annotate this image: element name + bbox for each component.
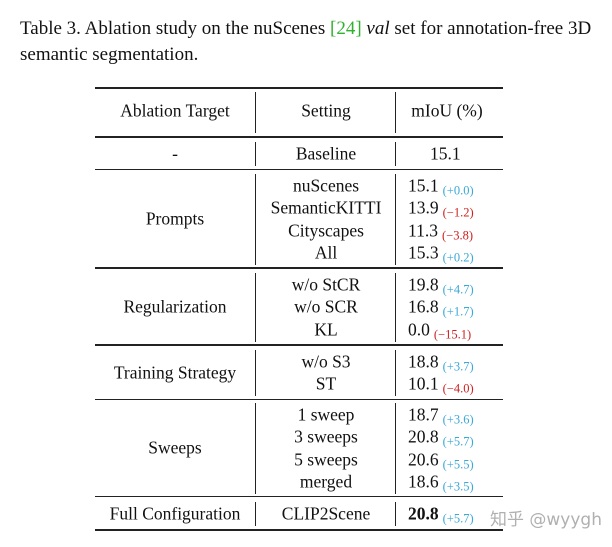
miou-value: 18.6 xyxy=(408,471,439,492)
miou-value: 18.7 xyxy=(408,404,439,425)
miou-cell: 13.9 (−1.2) xyxy=(408,197,474,220)
miou-value: 10.1 xyxy=(408,373,439,394)
miou-value: 20.8 xyxy=(408,503,439,524)
miou-delta: (+0.2) xyxy=(442,250,474,265)
miou-value: 15.1 xyxy=(430,143,461,164)
column-divider xyxy=(395,273,397,342)
column-divider xyxy=(395,350,397,397)
miou-delta: (+4.7) xyxy=(442,282,474,297)
horizontal-rule xyxy=(95,529,503,531)
miou-delta: (+3.5) xyxy=(442,479,474,494)
miou-cell: 16.8 (+1.7) xyxy=(408,296,474,319)
miou-cell: 20.8 (+5.7) xyxy=(408,426,474,449)
miou-delta: (+5.5) xyxy=(442,457,474,472)
column-divider xyxy=(255,350,257,397)
column-divider xyxy=(255,403,257,494)
miou-value: 19.8 xyxy=(408,274,439,295)
setting-cell: w/o S3 xyxy=(301,351,351,372)
miou-delta: (−4.0) xyxy=(442,381,474,396)
column-header: Ablation Target xyxy=(120,100,230,121)
miou-delta: (−3.8) xyxy=(441,228,473,243)
miou-value: 11.3 xyxy=(408,220,438,241)
column-header: mIoU (%) xyxy=(411,100,483,121)
miou-delta: (+0.0) xyxy=(442,183,474,198)
setting-cell: w/o SCR xyxy=(294,296,358,317)
miou-delta: (+5.7) xyxy=(442,511,474,526)
miou-delta: (+3.7) xyxy=(442,359,474,374)
miou-value: 13.9 xyxy=(408,197,439,218)
column-divider xyxy=(255,92,257,133)
miou-cell: 10.1 (−4.0) xyxy=(408,373,474,396)
miou-value: 0.0 xyxy=(408,319,430,340)
setting-cell: CLIP2Scene xyxy=(281,503,371,524)
setting-cell: 1 sweep xyxy=(297,404,355,425)
horizontal-rule xyxy=(95,399,503,401)
miou-delta: (+5.7) xyxy=(442,434,474,449)
caption-text-end: set for annotation-free 3D semantic segm… xyxy=(20,18,592,65)
horizontal-rule xyxy=(95,169,503,171)
miou-cell: 11.3 (−3.8) xyxy=(408,220,473,243)
setting-cell: ST xyxy=(315,373,337,394)
column-divider xyxy=(395,502,397,526)
citation-link[interactable]: [24] xyxy=(330,18,362,39)
miou-cell: 20.8 (+5.7) xyxy=(408,503,474,526)
horizontal-rule xyxy=(95,136,503,138)
setting-cell: 5 sweeps xyxy=(294,449,358,470)
horizontal-rule xyxy=(95,496,503,498)
table-caption: Table 3. Ablation study on the nuScenes … xyxy=(20,16,600,68)
miou-value: 15.1 xyxy=(408,175,439,196)
miou-cell: 18.6 (+3.5) xyxy=(408,471,474,494)
miou-cell: 15.1 xyxy=(430,144,461,165)
horizontal-rule xyxy=(95,267,503,269)
setting-cell: 3 sweeps xyxy=(294,426,358,447)
miou-value: 20.6 xyxy=(408,449,439,470)
setting-cell: Cityscapes xyxy=(288,220,364,241)
miou-cell: 18.7 (+3.6) xyxy=(408,404,474,427)
miou-cell: 19.8 (+4.7) xyxy=(408,274,474,297)
column-header: Setting xyxy=(301,100,351,121)
caption-text: Table 3. Ablation study on the nuScenes xyxy=(20,18,331,39)
setting-cell: w/o StCR xyxy=(291,274,361,295)
miou-cell: 15.3 (+0.2) xyxy=(408,242,474,265)
miou-delta: (+1.7) xyxy=(442,304,474,319)
miou-value: 16.8 xyxy=(408,296,439,317)
miou-delta: (+3.6) xyxy=(442,412,474,427)
ablation-target: Training Strategy xyxy=(113,362,237,383)
miou-value: 18.8 xyxy=(408,351,439,372)
ablation-target: Prompts xyxy=(145,208,205,229)
column-divider xyxy=(255,502,257,526)
column-divider xyxy=(255,174,257,265)
setting-cell: merged xyxy=(299,471,353,492)
column-divider xyxy=(255,142,257,166)
column-divider xyxy=(395,174,397,265)
miou-cell: 20.6 (+5.5) xyxy=(408,449,474,472)
ablation-target: - xyxy=(172,143,178,164)
caption-italic: val xyxy=(366,18,390,39)
horizontal-rule xyxy=(95,87,503,89)
setting-cell: All xyxy=(314,242,338,263)
ablation-target: Sweeps xyxy=(148,437,202,458)
miou-value: 15.3 xyxy=(408,242,439,263)
miou-cell: 0.0 (−15.1) xyxy=(408,319,472,342)
watermark: 知乎 @wyygh xyxy=(490,510,602,530)
ablation-target: Full Configuration xyxy=(109,503,241,524)
setting-cell: KL xyxy=(314,319,338,340)
miou-value: 20.8 xyxy=(408,426,439,447)
ablation-target: Regularization xyxy=(123,296,227,317)
column-divider xyxy=(395,403,397,494)
miou-delta: (−1.2) xyxy=(442,205,474,220)
miou-cell: 18.8 (+3.7) xyxy=(408,351,474,374)
miou-cell: 15.1 (+0.0) xyxy=(408,175,474,198)
column-divider xyxy=(395,142,397,166)
setting-cell: Baseline xyxy=(295,143,357,164)
miou-delta: (−15.1) xyxy=(433,327,472,342)
setting-cell: nuScenes xyxy=(292,175,360,196)
horizontal-rule xyxy=(95,344,503,346)
column-divider xyxy=(395,92,397,133)
setting-cell: SemanticKITTI xyxy=(270,197,382,218)
column-divider xyxy=(255,273,257,342)
